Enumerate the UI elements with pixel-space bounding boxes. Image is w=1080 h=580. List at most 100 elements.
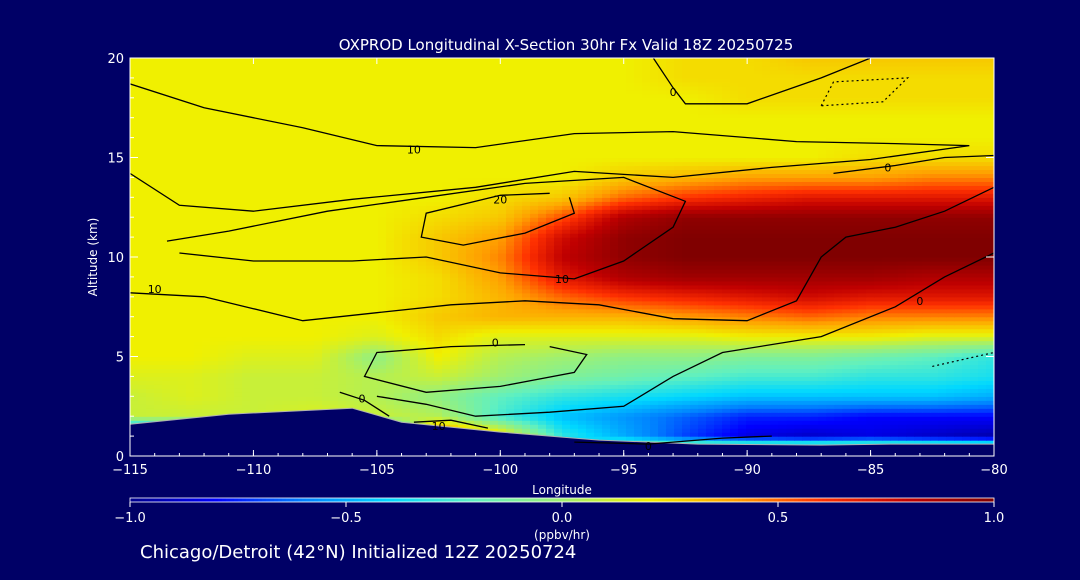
heatmap-cell [226,360,235,366]
heatmap-cell [898,336,907,342]
heatmap-cell [274,324,283,330]
heatmap-cell [610,376,619,381]
heatmap-cell [850,296,859,302]
heatmap-cell [818,344,827,350]
heatmap-cell [226,356,235,362]
heatmap-cell [154,284,163,290]
heatmap-cell [690,348,699,354]
heatmap-cell [570,324,579,330]
heatmap-cell [970,408,979,413]
heatmap-cell [746,296,755,302]
heatmap-cell [746,340,755,346]
heatmap-cell [682,352,691,358]
heatmap-cell [362,300,371,306]
heatmap-cell [602,312,611,318]
heatmap-cell [674,412,683,417]
heatmap-cell [874,420,883,425]
heatmap-cell [562,384,571,389]
heatmap-cell [906,408,915,413]
heatmap-cell [274,340,283,346]
heatmap-cell [586,356,595,362]
heatmap-cell [618,420,627,425]
heatmap-cell [906,424,915,429]
heatmap-cell [290,388,299,393]
heatmap-cell [874,376,883,381]
heatmap-cell [778,404,787,409]
heatmap-cell [722,364,731,370]
heatmap-cell [650,308,659,314]
heatmap-cell [138,292,147,298]
heatmap-cell [418,272,427,278]
heatmap-cell [634,360,643,366]
heatmap-cell [698,328,707,334]
heatmap-cell [138,324,147,330]
heatmap-cell [250,396,259,401]
heatmap-cell [946,440,955,445]
heatmap-cell [666,308,675,314]
heatmap-cell [170,376,179,381]
heatmap-cell [170,336,179,342]
heatmap-cell [802,440,811,445]
heatmap-cell [810,348,819,354]
heatmap-cell [330,388,339,393]
heatmap-cell [650,328,659,334]
heatmap-cell [890,436,899,441]
heatmap-cell [914,292,923,298]
heatmap-cell [490,412,499,417]
heatmap-cell [146,384,155,389]
heatmap-cell [970,392,979,397]
heatmap-cell [666,340,675,346]
heatmap-cell [386,316,395,322]
heatmap-cell [178,344,187,350]
heatmap-cell [578,344,587,350]
heatmap-cell [658,276,667,282]
heatmap-cell [370,324,379,330]
heatmap-cell [874,300,883,306]
heatmap-cell [770,348,779,354]
heatmap-cell [898,428,907,433]
heatmap-cell [850,364,859,370]
heatmap-cell [882,300,891,306]
heatmap-cell [778,412,787,417]
heatmap-cell [786,284,795,290]
heatmap-cell [882,284,891,290]
heatmap-cell [754,336,763,342]
heatmap-cell [722,440,731,445]
heatmap-cell [202,340,211,346]
heatmap-cell [178,272,187,278]
heatmap-cell [874,328,883,334]
heatmap-cell [674,352,683,358]
heatmap-cell [786,332,795,338]
heatmap-cell [970,412,979,417]
heatmap-cell [602,308,611,314]
heatmap-cell [306,376,315,381]
heatmap-cell [986,364,994,370]
heatmap-cell [906,436,915,441]
heatmap-cell [658,344,667,350]
heatmap-cell [938,360,947,366]
heatmap-cell [922,408,931,413]
heatmap-cell [314,320,323,326]
heatmap-cell [554,332,563,338]
heatmap-cell [466,308,475,314]
heatmap-cell [730,344,739,350]
heatmap-cell [514,388,523,393]
heatmap-cell [802,372,811,377]
heatmap-cell [914,424,923,429]
heatmap-cell [530,340,539,346]
heatmap-cell [466,336,475,342]
heatmap-cell [330,328,339,334]
heatmap-cell [514,416,523,421]
heatmap-cell [306,336,315,342]
heatmap-cell [186,336,195,342]
heatmap-cell [266,368,275,374]
heatmap-cell [882,428,891,433]
heatmap-cell [522,412,531,417]
heatmap-cell [738,296,747,302]
heatmap-cell [770,372,779,377]
heatmap-cell [690,396,699,401]
heatmap-cell [442,380,451,385]
heatmap-cell [730,372,739,377]
heatmap-cell [922,368,931,374]
heatmap-cell [986,328,994,334]
